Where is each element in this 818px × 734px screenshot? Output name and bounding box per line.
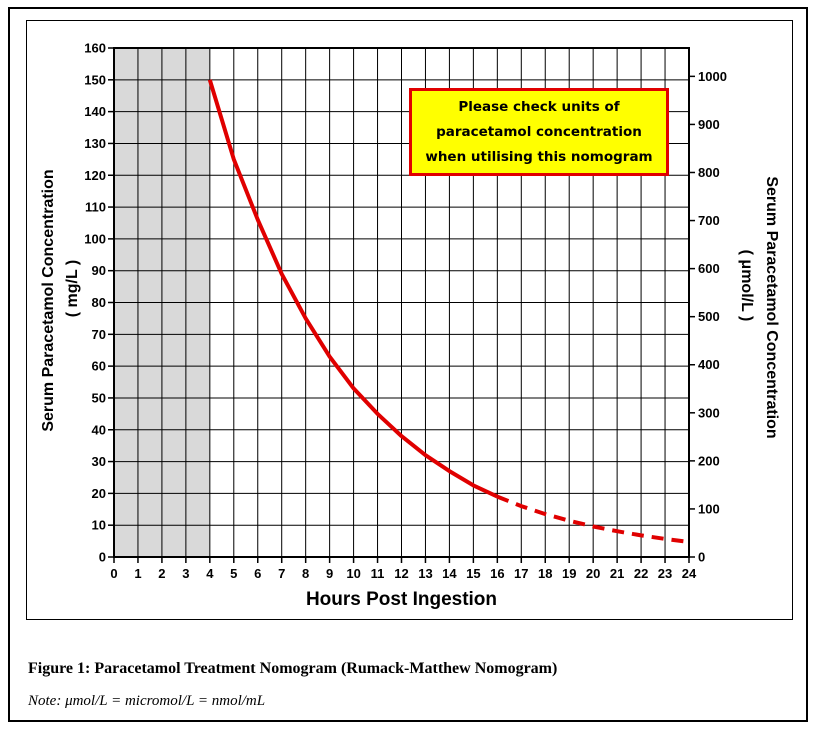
right-tick-label: 0 (698, 550, 705, 565)
figure-caption-note: Note: μmol/L = micromol/L = nmol/mL (28, 693, 266, 709)
left-tick-label: 110 (85, 200, 106, 215)
x-tick-label: 16 (490, 566, 504, 581)
right-tick-label: 300 (698, 405, 720, 420)
x-tick-label: 23 (658, 566, 672, 581)
left-tick-label: 20 (92, 486, 106, 501)
x-tick-label: 18 (538, 566, 552, 581)
left-tick-label: 10 (92, 518, 106, 533)
right-tick-label: 400 (698, 357, 720, 372)
units-warning-text: Please check units of paracetamol concent… (425, 95, 652, 170)
x-tick-label: 20 (586, 566, 600, 581)
x-tick-label: 8 (302, 566, 309, 581)
x-tick-label: 15 (466, 566, 480, 581)
left-tick-label: 120 (84, 168, 106, 183)
x-tick-label: 6 (254, 566, 261, 581)
left-tick-label: 70 (92, 327, 106, 342)
right-tick-label: 200 (698, 453, 720, 468)
left-tick-label: 60 (92, 359, 106, 374)
x-tick-label: 4 (206, 566, 214, 581)
x-tick-label: 1 (134, 566, 141, 581)
left-tick-label: 100 (84, 231, 106, 246)
x-tick-label: 17 (514, 566, 528, 581)
left-axis-unit: ( mg/L ) (64, 260, 81, 317)
warning-line: paracetamol concentration (436, 123, 642, 140)
x-tick-label: 5 (230, 566, 237, 581)
right-tick-label: 800 (698, 165, 720, 180)
right-tick-label: 900 (698, 117, 720, 132)
left-tick-label: 30 (92, 454, 106, 469)
x-tick-label: 0 (110, 566, 117, 581)
left-tick-label: 40 (92, 422, 106, 437)
x-tick-label: 3 (182, 566, 189, 581)
warning-line: Please check units of (458, 98, 620, 115)
treatment-line-solid (207, 79, 499, 499)
left-tick-label: 50 (92, 390, 106, 405)
left-tick-label: 80 (92, 295, 106, 310)
treatment-line-dashed (496, 494, 690, 544)
x-tick-label: 2 (158, 566, 165, 581)
x-tick-label: 24 (682, 566, 697, 581)
left-tick-label: 130 (84, 136, 106, 151)
right-tick-label: 700 (698, 213, 720, 228)
x-tick-label: 9 (326, 566, 333, 581)
x-tick-label: 19 (562, 566, 576, 581)
chart-frame (26, 20, 793, 620)
x-tick-label: 14 (442, 566, 457, 581)
x-tick-label: 10 (346, 566, 360, 581)
units-warning-box: Please check units of paracetamol concent… (409, 88, 669, 176)
right-tick-label: 100 (698, 501, 720, 516)
right-tick-label: 500 (698, 309, 720, 324)
left-tick-label: 160 (84, 41, 106, 56)
left-tick-label: 90 (92, 263, 106, 278)
left-tick-label: 0 (99, 550, 106, 565)
x-tick-label: 11 (371, 566, 385, 581)
figure-caption-title: Figure 1: Paracetamol Treatment Nomogram… (28, 660, 558, 677)
left-axis-title: Serum Paracetamol Concentration (40, 169, 57, 431)
right-tick-label: 600 (698, 261, 720, 276)
figure-frame (8, 7, 808, 722)
x-tick-label: 7 (278, 566, 285, 581)
left-tick-label: 150 (84, 72, 106, 87)
left-tick-label: 140 (84, 104, 106, 119)
x-tick-label: 12 (394, 566, 408, 581)
x-tick-label: 21 (610, 566, 624, 581)
x-tick-label: 22 (634, 566, 648, 581)
right-tick-label: 1000 (698, 69, 727, 84)
x-axis-title: Hours Post Ingestion (306, 589, 497, 610)
x-tick-label: 13 (418, 566, 432, 581)
right-axis-unit: ( μmol/L ) (738, 250, 755, 322)
right-axis-title: Serum Paracetamol Concentration (763, 176, 780, 438)
warning-line: when utilising this nomogram (425, 148, 653, 165)
